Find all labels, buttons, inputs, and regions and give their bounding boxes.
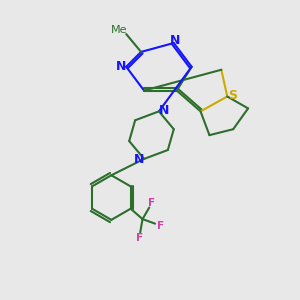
Text: F: F — [148, 198, 155, 208]
Text: S: S — [228, 89, 237, 102]
Text: N: N — [159, 104, 169, 117]
Text: F: F — [157, 220, 164, 230]
Text: N: N — [116, 60, 126, 73]
Text: N: N — [134, 153, 144, 166]
Text: Me: Me — [110, 25, 127, 34]
Text: F: F — [136, 232, 143, 242]
Text: N: N — [170, 34, 181, 47]
